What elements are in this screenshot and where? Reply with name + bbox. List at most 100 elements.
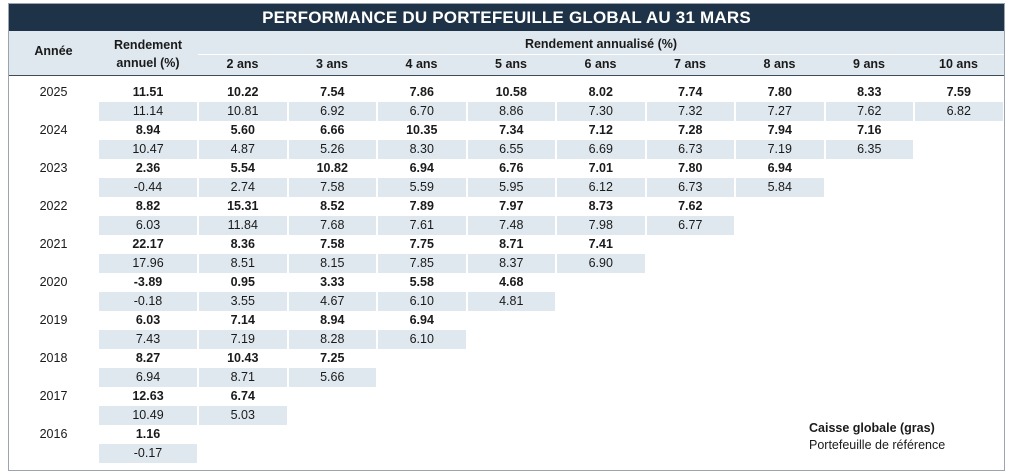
fund-annualized-return: 7.01 xyxy=(588,161,613,175)
benchmark-annual-return: -0.18 xyxy=(99,292,197,311)
fund-annualized-return: 5.60 xyxy=(230,123,255,137)
horizon-header: 8 ans xyxy=(763,57,796,71)
benchmark-annualized-return: 2.74 xyxy=(199,178,287,197)
table-row-fund: 2023 2.36 5.54 10.82 6.94 6.76 7.01 7.80 6.94 xyxy=(9,159,1004,178)
row-year: 2017 xyxy=(39,389,68,403)
fund-annualized-return: 3.33 xyxy=(320,275,345,289)
benchmark-annualized-return: 7.98 xyxy=(557,216,645,235)
benchmark-annualized-return: 8.71 xyxy=(199,368,287,387)
benchmark-annual-return: 6.03 xyxy=(99,216,197,235)
benchmark-annualized-return: 6.55 xyxy=(467,140,555,159)
fund-annualized-return: 7.89 xyxy=(409,199,434,213)
fund-annualized-return: 6.74 xyxy=(230,389,255,403)
benchmark-annualized-return: 7.19 xyxy=(736,140,824,159)
table-row-fund: 2020 -3.89 0.95 3.33 5.58 4.68 xyxy=(9,273,1004,292)
horizon-header: 5 ans xyxy=(495,57,527,71)
benchmark-annualized-return: 11.84 xyxy=(199,216,287,235)
fund-annualized-return: 6.76 xyxy=(499,161,524,175)
benchmark-annual-return: 10.49 xyxy=(99,406,197,425)
fund-annualized-return: 15.31 xyxy=(227,199,259,213)
annual-return-header-line2: annuel (%) xyxy=(116,56,180,70)
benchmark-annualized-return: 6.70 xyxy=(378,102,466,121)
fund-annualized-return: 7.80 xyxy=(767,85,792,99)
benchmark-annual-return: -0.44 xyxy=(99,178,197,197)
fund-annualized-return: 7.97 xyxy=(499,199,524,213)
benchmark-annualized-return: 3.55 xyxy=(199,292,287,311)
annual-return-header-line1: Rendement xyxy=(113,38,183,52)
horizon-header: 9 ans xyxy=(853,57,885,71)
fund-annual-return: 12.63 xyxy=(132,389,164,403)
row-year: 2022 xyxy=(39,199,68,213)
benchmark-annualized-return: 6.92 xyxy=(288,102,376,121)
benchmark-annualized-return: 7.61 xyxy=(378,216,466,235)
fund-annualized-return: 7.75 xyxy=(409,237,434,251)
benchmark-annualized-return: 7.19 xyxy=(199,330,287,349)
benchmark-annualized-return: 6.69 xyxy=(557,140,645,159)
benchmark-annualized-return: 5.95 xyxy=(467,178,555,197)
benchmark-annualized-return: 8.37 xyxy=(467,254,555,273)
fund-annualized-return: 7.16 xyxy=(857,123,882,137)
benchmark-annualized-return: 6.90 xyxy=(557,254,645,273)
fund-annualized-return: 5.54 xyxy=(230,161,255,175)
benchmark-annual-return: 10.47 xyxy=(99,140,197,159)
table-row-benchmark: 6.94 8.71 5.66 xyxy=(9,368,1004,387)
benchmark-annualized-return: 7.30 xyxy=(557,102,645,121)
row-year: 2024 xyxy=(39,123,68,137)
table-row-fund: 2025 11.51 10.22 7.54 7.86 10.58 8.02 7.74 7.80 8… xyxy=(9,83,1004,102)
table-row-benchmark: -0.17 xyxy=(9,444,1004,463)
fund-annualized-return: 8.02 xyxy=(588,85,613,99)
horizon-header: 6 ans xyxy=(584,57,617,71)
fund-annualized-return: 8.73 xyxy=(588,199,613,213)
horizon-header: 3 ans xyxy=(316,57,348,71)
benchmark-annual-return: 17.96 xyxy=(99,254,197,273)
annual-return-header: Rendement annuel (%) xyxy=(98,36,198,72)
fund-annualized-return: 7.86 xyxy=(409,85,434,99)
benchmark-annualized-return: 6.82 xyxy=(915,102,1003,121)
benchmark-annualized-return: 6.35 xyxy=(825,140,913,159)
table-row-benchmark: 7.43 7.19 8.28 6.10 xyxy=(9,330,1004,349)
fund-annualized-return: 0.95 xyxy=(230,275,255,289)
row-year: 2025 xyxy=(39,85,68,99)
table-header: Année Rendement annuel (%) Rendement ann… xyxy=(9,31,1004,76)
fund-annualized-return: 7.94 xyxy=(767,123,792,137)
fund-annualized-return: 7.12 xyxy=(588,123,613,137)
fund-annualized-return: 6.94 xyxy=(409,161,434,175)
fund-annualized-return: 7.74 xyxy=(678,85,703,99)
table-body: 2025 11.51 10.22 7.54 7.86 10.58 8.02 7.74 7.80 8… xyxy=(9,75,1004,470)
table-row-fund: 2022 8.82 15.31 8.52 7.89 7.97 8.73 7.62 xyxy=(9,197,1004,216)
benchmark-annualized-return: 7.27 xyxy=(736,102,824,121)
benchmark-annualized-return: 4.87 xyxy=(199,140,287,159)
fund-annualized-return: 10.82 xyxy=(316,161,348,175)
table-row-fund: 2016 1.16 xyxy=(9,425,1004,444)
benchmark-annualized-return: 8.15 xyxy=(288,254,376,273)
fund-annualized-return: 7.59 xyxy=(946,85,971,99)
benchmark-annualized-return: 8.86 xyxy=(467,102,555,121)
legend-bold-label: Caisse globale (gras) xyxy=(809,421,935,435)
table-row-fund: 2019 6.03 7.14 8.94 6.94 xyxy=(9,311,1004,330)
row-year: 2019 xyxy=(39,313,68,327)
fund-annualized-return: 7.62 xyxy=(678,199,703,213)
row-year: 2020 xyxy=(39,275,68,289)
benchmark-annualized-return: 5.84 xyxy=(736,178,824,197)
benchmark-annual-return: -0.17 xyxy=(99,444,197,463)
fund-annualized-return: 8.71 xyxy=(499,237,524,251)
benchmark-annualized-return: 8.51 xyxy=(199,254,287,273)
benchmark-annualized-return: 6.12 xyxy=(557,178,645,197)
benchmark-annualized-return: 5.03 xyxy=(199,406,287,425)
fund-annualized-return: 7.54 xyxy=(320,85,345,99)
benchmark-annualized-return: 5.66 xyxy=(288,368,376,387)
table-row-benchmark: 17.96 8.51 8.15 7.85 8.37 6.90 xyxy=(9,254,1004,273)
fund-annual-return: 8.27 xyxy=(135,351,161,365)
header-divider xyxy=(198,54,1004,55)
benchmark-annual-return: 7.43 xyxy=(99,330,197,349)
fund-annualized-return: 7.58 xyxy=(320,237,345,251)
fund-annualized-return: 7.14 xyxy=(230,313,255,327)
benchmark-annualized-return: 6.73 xyxy=(646,178,734,197)
benchmark-annualized-return: 6.73 xyxy=(646,140,734,159)
benchmark-annualized-return: 7.85 xyxy=(378,254,466,273)
fund-annualized-return: 7.34 xyxy=(499,123,524,137)
fund-annualized-return: 7.28 xyxy=(678,123,703,137)
benchmark-annualized-return: 7.32 xyxy=(646,102,734,121)
fund-annual-return: 6.03 xyxy=(135,313,161,327)
table-row-benchmark: -0.44 2.74 7.58 5.59 5.95 6.12 6.73 5.84 xyxy=(9,178,1004,197)
